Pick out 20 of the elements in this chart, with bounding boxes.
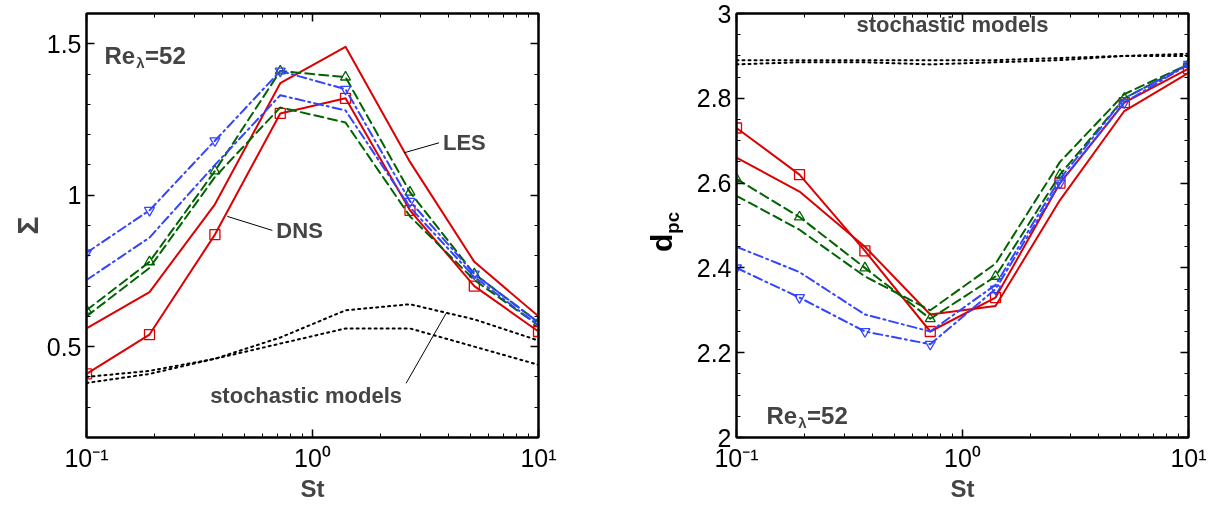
y-axis-title: Σ <box>10 216 44 235</box>
y-tick-label: 0.5 <box>46 332 82 361</box>
x-tick-label: 10⁻¹ <box>64 443 109 472</box>
y-tick-label: 2.8 <box>696 84 732 113</box>
y-tick-label: 3 <box>717 0 732 28</box>
y-tick-label: 1.5 <box>46 29 82 58</box>
annotation: stochastic models <box>210 383 403 409</box>
x-axis-title: St <box>950 474 975 502</box>
x-tick-label: 10¹ <box>1170 443 1207 472</box>
x-axis-title: St <box>300 474 325 502</box>
annotation: stochastic models <box>856 12 1049 38</box>
y-tick-label: 2.6 <box>696 169 732 198</box>
x-tick-label: 10⁰ <box>944 443 981 472</box>
x-tick-label: 10¹ <box>520 443 557 472</box>
annotation: DNS <box>276 217 323 243</box>
y-tick-label: 2.2 <box>696 338 732 367</box>
annotation: LES <box>442 130 486 156</box>
y-tick-label: 2.4 <box>696 253 732 282</box>
x-tick-label: 10⁰ <box>294 443 331 472</box>
y-tick-label: 1 <box>67 181 82 210</box>
